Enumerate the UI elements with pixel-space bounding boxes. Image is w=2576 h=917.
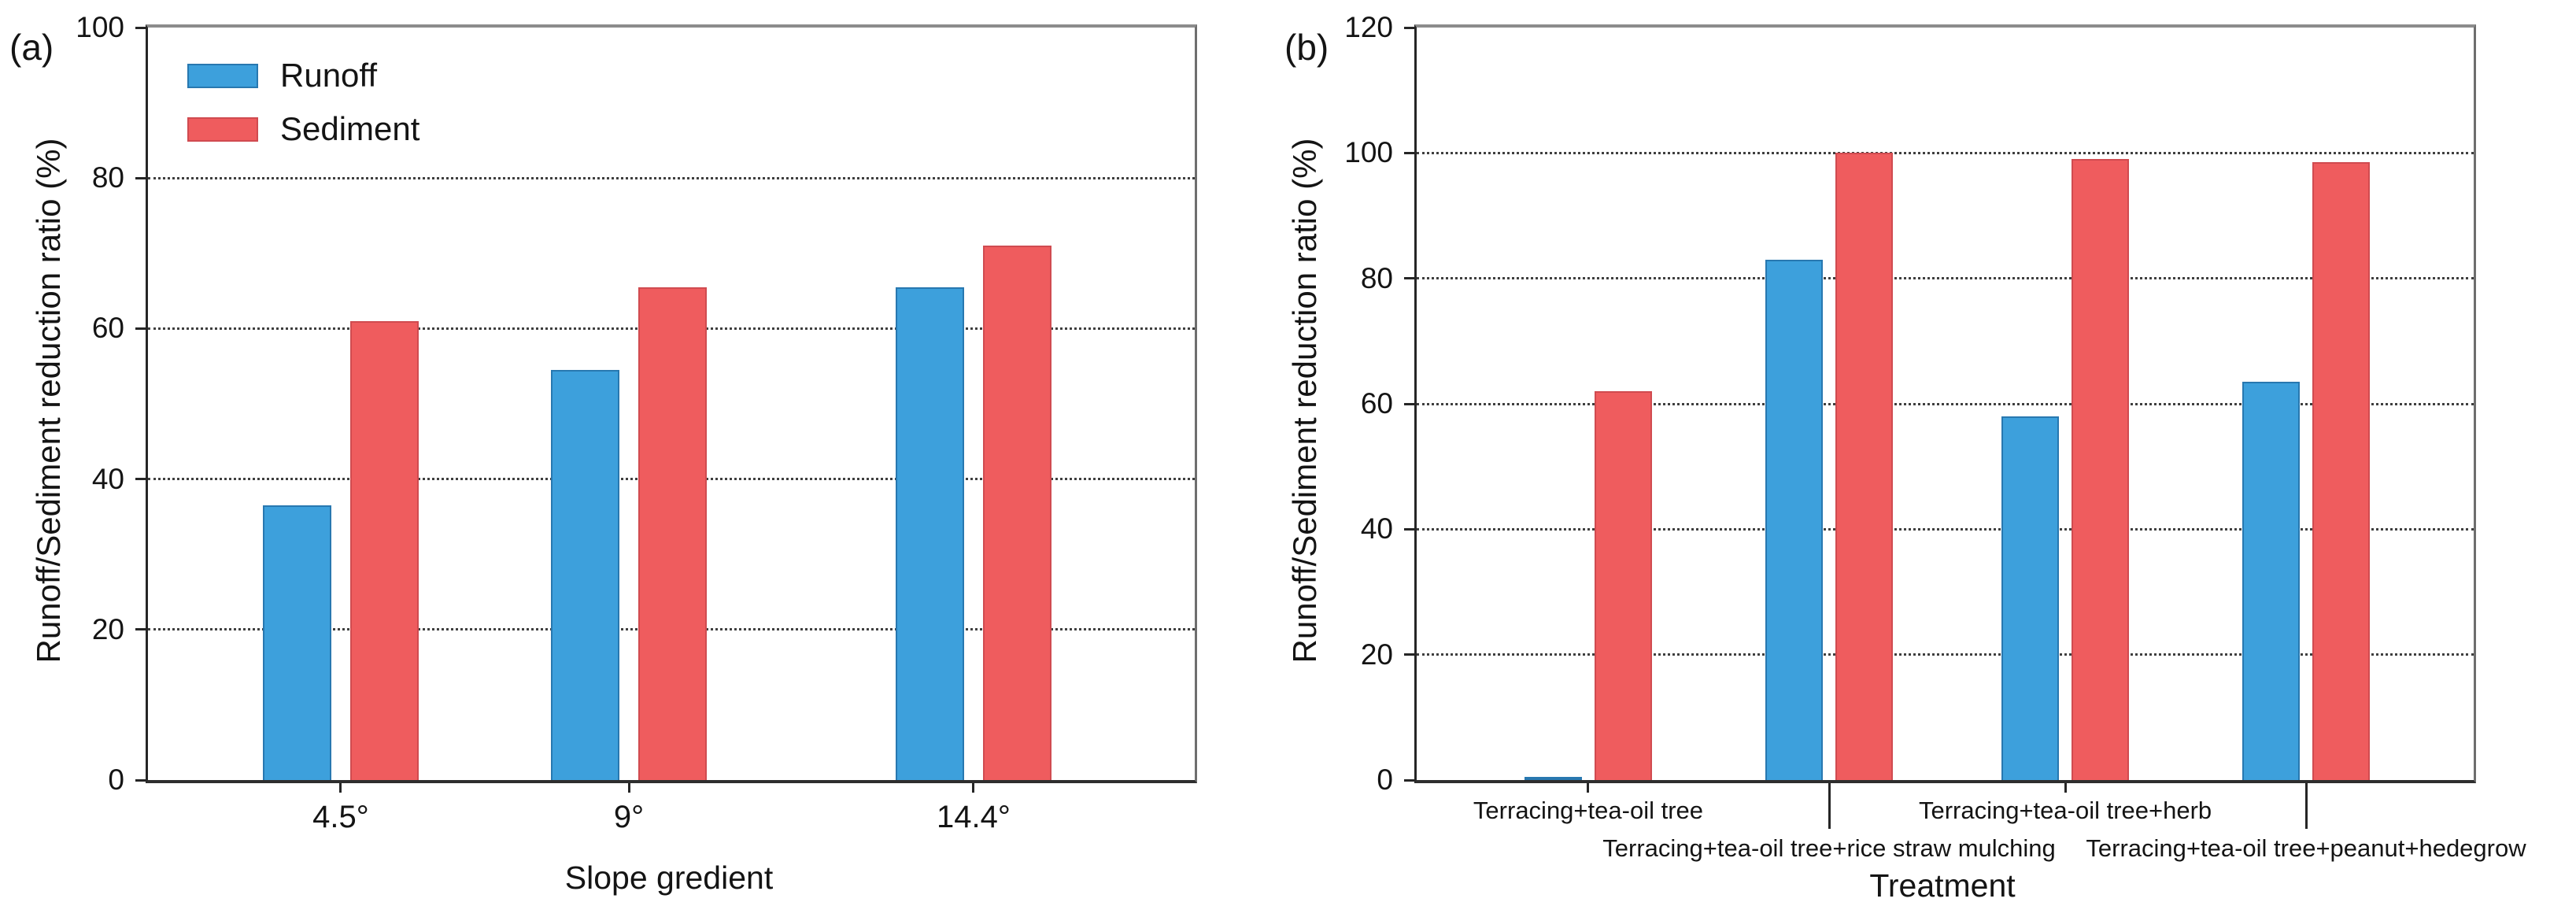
bar-runoff-4: [2242, 382, 2300, 780]
y-tick-label-80: 80: [1360, 261, 1393, 294]
y-axis-tick-100: [135, 26, 146, 29]
y-tick-label-100: 100: [1344, 136, 1393, 169]
y-axis-tick-120: [1404, 26, 1414, 29]
x-axis-tick-1: [339, 783, 342, 793]
panel-a-y-axis-title-text: Runoff/Sediment reduction ratio (%): [30, 138, 67, 664]
x-axis-tick-4: [2304, 783, 2308, 829]
gridline-y-20: [1417, 653, 2474, 656]
bar-runoff-1: [1525, 777, 1582, 780]
legend: Runoff Sediment: [187, 57, 419, 165]
y-tick-label-40: 40: [91, 462, 124, 495]
y-tick-label-100: 100: [76, 11, 124, 43]
x-tick-label-2: 9°: [613, 800, 645, 834]
y-tick-label-80: 80: [91, 161, 124, 194]
x-axis-tick-3: [972, 783, 975, 793]
x-axis-tick-2: [1828, 783, 1831, 829]
panel-a-x-axis-title: Slope gredient: [564, 860, 774, 896]
y-axis-tick-40: [135, 478, 146, 481]
y-axis-tick-60: [135, 327, 146, 330]
legend-label-runoff: Runoff: [280, 57, 377, 94]
panel-a-plot-area: 0 20 40 60 80 100 4.5° 9° 14.4°: [76, 11, 1197, 834]
y-tick-label-0: 0: [108, 764, 124, 796]
bar-sediment-1: [1595, 391, 1652, 780]
bar-runoff-1: [263, 505, 331, 780]
bar-runoff-2: [551, 370, 619, 780]
y-axis-tick-40: [1404, 527, 1414, 531]
x-tick-label-3: Terracing+tea-oil tree+herb: [1918, 797, 2212, 824]
y-axis-tick-80: [1404, 277, 1414, 280]
x-tick-label-1: 4.5°: [312, 800, 369, 834]
y-tick-label-0: 0: [1377, 764, 1393, 796]
y-tick-label-40: 40: [1360, 512, 1393, 545]
legend-label-sediment: Sediment: [280, 110, 420, 147]
x-axis-tick-1: [1587, 783, 1590, 793]
y-axis-tick-100: [1404, 151, 1414, 154]
y-tick-label-20: 20: [91, 612, 124, 645]
y-axis-tick-0: [1404, 778, 1414, 782]
gridline-y-80: [148, 176, 1195, 179]
y-tick-label-20: 20: [1360, 638, 1393, 671]
bar-sediment-3: [983, 246, 1051, 780]
bar-sediment-3: [2072, 159, 2129, 780]
x-tick-label-4: Terracing+tea-oil tree+peanut+hedegrow: [2086, 834, 2526, 862]
panel-a-letter: (a): [9, 27, 54, 68]
bar-runoff-3: [2001, 416, 2059, 780]
bar-sediment-4: [2312, 162, 2370, 780]
gridline-y-60: [1417, 402, 2474, 405]
y-axis-tick-20: [135, 628, 146, 631]
panel-b-plot-area: 0 20 40 60 80 100 120 Terracing+tea-oil tree Ter…: [1344, 11, 2526, 862]
bar-runoff-2: [1765, 260, 1823, 780]
x-axis-tick-3: [2064, 783, 2067, 793]
gridline-y-40: [1417, 527, 2474, 531]
gridline-y-100: [1417, 151, 2474, 154]
x-tick-label-1: Terracing+tea-oil tree: [1473, 797, 1704, 824]
sediment-swatch-icon: [187, 116, 258, 142]
y-axis-tick-80: [135, 176, 146, 179]
x-axis-tick-2: [627, 783, 630, 793]
legend-item-sediment: Sediment: [187, 111, 419, 147]
bar-runoff-3: [896, 287, 964, 780]
gridline-y-80: [1417, 277, 2474, 280]
bar-sediment-2: [1835, 153, 1893, 780]
runoff-swatch-icon: [187, 63, 258, 88]
y-axis-tick-0: [135, 778, 146, 782]
panel-b-letter: (b): [1284, 27, 1329, 68]
bar-sediment-1: [350, 321, 419, 780]
x-tick-label-2: Terracing+tea-oil tree+rice straw mulchi…: [1602, 834, 2056, 862]
bar-sediment-2: [638, 287, 707, 780]
y-tick-label-120: 120: [1344, 11, 1393, 43]
panel-b-x-axis-title: Treatment: [1869, 867, 2016, 904]
y-tick-label-60: 60: [1360, 387, 1393, 420]
y-tick-label-60: 60: [91, 312, 124, 345]
y-axis-tick-20: [1404, 653, 1414, 656]
x-tick-label-3: 14.4°: [937, 800, 1011, 834]
legend-item-runoff: Runoff: [187, 57, 419, 94]
y-axis-tick-60: [1404, 402, 1414, 405]
